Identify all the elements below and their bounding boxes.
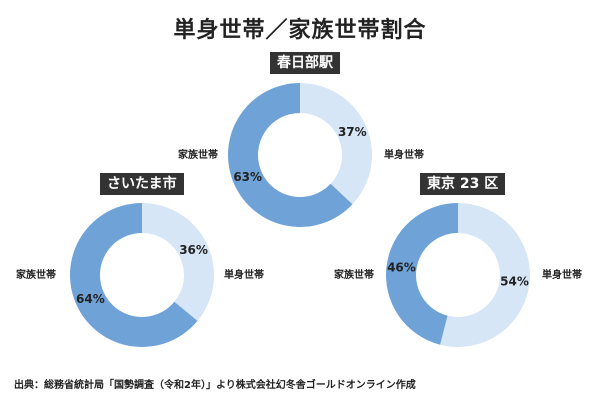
slice-label-tokyo23-single: 54% <box>500 275 529 289</box>
slice-label-tokyo23-family: 46% <box>387 260 416 274</box>
category-label-kasukabe-family: 家族世帯 <box>178 148 218 161</box>
category-label-saitama-single: 単身世帯 <box>224 268 264 281</box>
category-label-saitama-family: 家族世帯 <box>16 268 56 281</box>
donut-slice-saitama-family <box>70 203 198 347</box>
source-note: 出典：総務省統計局「国勢調査（令和2年）」より株式会社幻冬舎ゴールドオンライン作… <box>14 380 416 391</box>
slice-label-kasukabe-single: 37% <box>338 125 367 139</box>
donut-slice-tokyo23-single <box>440 203 531 347</box>
city-label-kasukabe: 春日部駅 <box>270 52 340 74</box>
donut-slice-kasukabe-family <box>227 83 353 227</box>
slice-label-saitama-single: 36% <box>179 243 208 257</box>
category-label-tokyo23-family: 家族世帯 <box>334 268 374 281</box>
slice-label-saitama-family: 64% <box>76 292 105 306</box>
page-title: 単身世帯／家族世帯割合 <box>173 18 427 43</box>
category-label-tokyo23-single: 単身世帯 <box>542 268 582 281</box>
city-label-saitama: さいたま市 <box>100 173 184 195</box>
city-label-tokyo23: 東京 23 区 <box>420 173 506 195</box>
category-label-kasukabe-single: 単身世帯 <box>384 148 424 161</box>
donut-slice-kasukabe-single <box>300 83 372 205</box>
donut-slice-tokyo23-family <box>386 203 458 345</box>
slice-label-kasukabe-family: 63% <box>233 170 262 184</box>
donut-slice-saitama-single <box>142 203 214 321</box>
